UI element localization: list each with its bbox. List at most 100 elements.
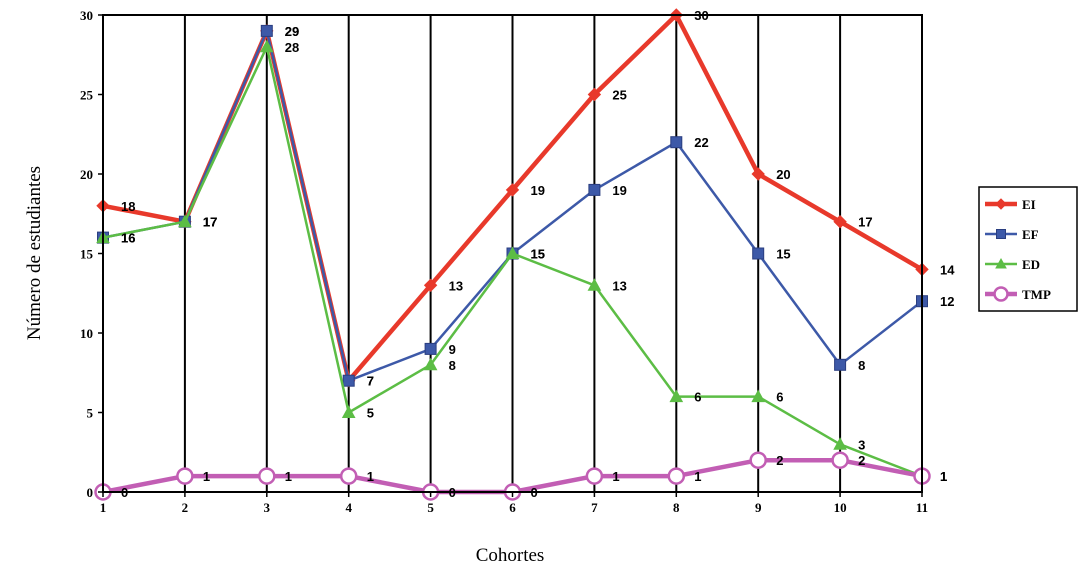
data-label-ei: 14: [940, 262, 955, 277]
data-point-ei: [423, 278, 438, 293]
data-point-ed: [423, 357, 438, 371]
data-point-ef: [342, 374, 355, 387]
data-label-tmp: 1: [285, 469, 292, 484]
data-label-ef: 17: [203, 215, 217, 230]
data-label-ef: 16: [121, 231, 135, 246]
legend-label: TMP: [1022, 287, 1051, 302]
legend-item-ed: ED: [985, 257, 1040, 272]
data-label-tmp: 2: [858, 453, 865, 468]
data-point-tmp: [831, 451, 849, 469]
x-tick-label: 5: [427, 500, 434, 515]
x-tick-label: 1: [100, 500, 107, 515]
x-tick-label: 2: [182, 500, 189, 515]
x-tick-label: 6: [509, 500, 516, 515]
legend-label: ED: [1022, 257, 1040, 272]
data-label-ed: 3: [858, 437, 865, 452]
data-point-ei: [751, 167, 765, 181]
data-point-ed: [587, 278, 602, 291]
data-label-ed: 6: [776, 390, 783, 405]
data-point-ed: [178, 214, 192, 228]
y-tick-label: 0: [87, 485, 94, 500]
data-label-ei: 20: [776, 167, 790, 182]
data-label-ei: 25: [612, 88, 626, 103]
y-tick-label: 25: [80, 88, 94, 103]
data-label-ef: 29: [285, 24, 299, 39]
data-label-ed: 8: [449, 358, 456, 373]
data-label-ed: 6: [694, 390, 701, 405]
data-label-ei: 13: [449, 278, 463, 293]
data-label-tmp: 2: [776, 453, 783, 468]
data-labels: 1817297131925302017141617297915192215812…: [121, 8, 955, 500]
data-label-ei: 17: [858, 215, 872, 230]
data-label-ei: 29: [285, 24, 299, 39]
data-label-ed: 1: [940, 469, 947, 484]
data-point-ed: [259, 39, 274, 53]
x-tick-label: 9: [755, 500, 762, 515]
x-tick-label: 8: [673, 500, 680, 515]
y-axis-title: Número de estudiantes: [24, 166, 45, 340]
data-label-ed: 16: [121, 231, 135, 246]
data-point-ef: [834, 358, 847, 371]
y-tick-label: 10: [80, 326, 93, 341]
data-label-tmp: 1: [694, 469, 701, 484]
data-point-tmp: [339, 467, 358, 485]
data-label-ei: 17: [203, 215, 217, 230]
legend-label: EI: [1022, 197, 1036, 212]
data-label-ei: 19: [531, 183, 545, 198]
data-label-ef: 12: [940, 294, 954, 309]
data-point-ei: [587, 87, 602, 102]
x-tick-label: 3: [264, 500, 271, 515]
data-point-tmp: [749, 451, 767, 469]
y-tick-label: 30: [80, 8, 93, 23]
legend-item-ef: EF: [985, 227, 1039, 242]
legend: EI EF ED TMP: [978, 186, 1078, 312]
x-tick-label: 10: [834, 500, 847, 515]
data-label-ef: 15: [776, 247, 790, 262]
data-point-ef: [260, 24, 273, 37]
data-point-ef: [752, 247, 765, 260]
data-point-ed: [669, 389, 684, 403]
legend-label: EF: [1022, 227, 1039, 242]
data-label-ef: 22: [694, 135, 708, 150]
data-label-ei: 18: [121, 199, 135, 214]
y-tick-label: 5: [87, 406, 94, 421]
x-axis-title: Cohortes: [476, 545, 545, 566]
legend-item-tmp: TMP: [985, 286, 1051, 302]
data-label-ef: 19: [612, 183, 626, 198]
legend-item-ei: EI: [985, 197, 1036, 212]
legend-swatch-marker: [996, 229, 1006, 239]
y-tick-label: 15: [80, 247, 94, 262]
data-label-ef: 15: [531, 247, 545, 262]
data-label-ed: 17: [203, 215, 217, 230]
x-tick-label: 11: [916, 500, 928, 515]
data-point-ed: [833, 437, 847, 450]
x-tick-label: 7: [591, 500, 598, 515]
data-point-ef: [670, 136, 683, 149]
data-label-ed: 28: [285, 40, 299, 55]
data-point-tmp: [258, 467, 276, 485]
legend-swatch-marker: [993, 286, 1009, 302]
legend-swatch-marker: [995, 257, 1007, 269]
data-label-ef: 7: [367, 374, 374, 389]
data-point-tmp: [176, 467, 194, 485]
data-point-ei: [833, 214, 847, 229]
data-label-ei: 7: [367, 374, 374, 389]
data-label-ed: 5: [367, 406, 374, 421]
data-label-tmp: 1: [612, 469, 619, 484]
data-point-tmp: [667, 467, 686, 485]
data-point-ef: [588, 183, 601, 196]
data-point-tmp: [585, 467, 604, 485]
x-tick-label: 4: [345, 500, 352, 515]
data-point-ef: [424, 342, 437, 355]
data-label-ed: 15: [531, 247, 545, 262]
data-label-tmp: 1: [367, 469, 374, 484]
data-label-ef: 9: [449, 342, 456, 357]
data-label-tmp: 1: [203, 469, 210, 484]
data-label-ed: 13: [612, 278, 626, 293]
data-point-ei: [505, 183, 520, 197]
y-tick-label: 20: [80, 167, 93, 182]
data-label-tmp: 1: [940, 469, 947, 484]
data-point-ed: [505, 246, 520, 259]
